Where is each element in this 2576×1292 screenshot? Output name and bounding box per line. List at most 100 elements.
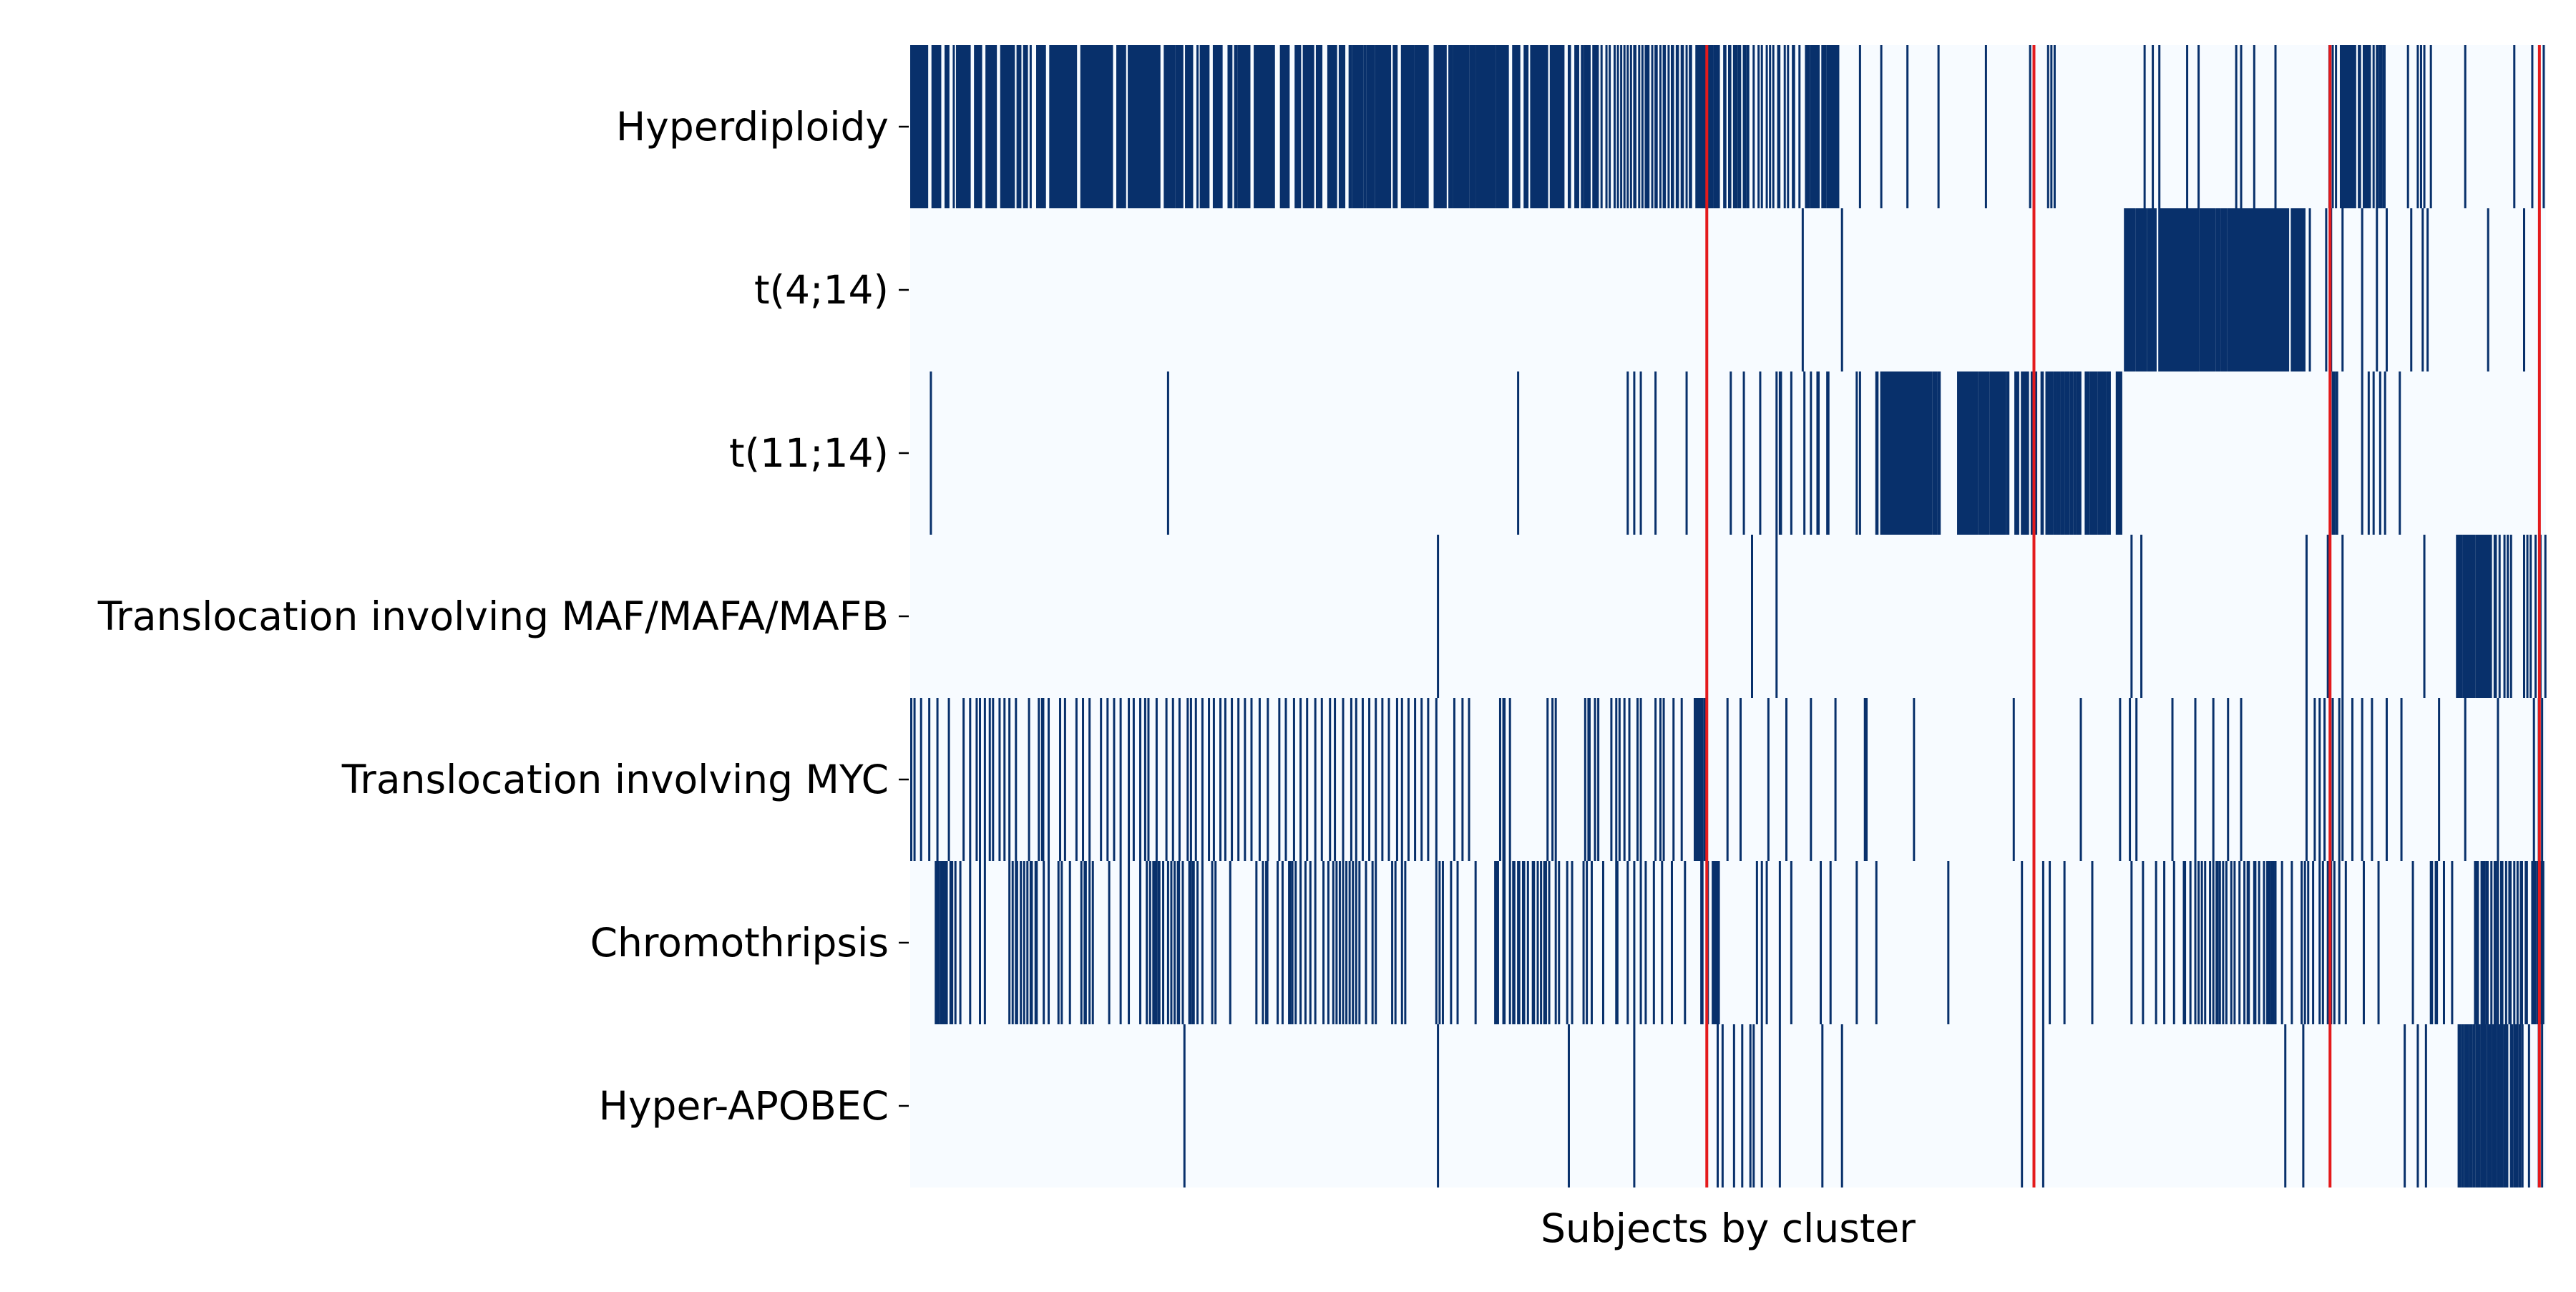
- heatmap-cell-row0-22: [1227, 45, 1233, 208]
- heatmap-cell-row6-24: [2469, 1024, 2473, 1187]
- heatmap-cell-row5-95: [1540, 861, 1543, 1024]
- heatmap-cell-row0-59: [1609, 45, 1611, 208]
- heatmap-cell-row1-11: [2308, 208, 2311, 371]
- heatmap-cell-row5-3: [949, 861, 952, 1024]
- heatmap-cell-row0-103: [1858, 45, 1861, 208]
- heatmap-cell-row4-41: [1194, 698, 1197, 861]
- heatmap-cell-row2-54: [2399, 371, 2401, 535]
- heatmap-cell-row0-76: [1675, 45, 1679, 208]
- heatmap-cell-row5-189: [2499, 861, 2504, 1024]
- heatmap-cell-row4-52: [1267, 698, 1269, 861]
- heatmap-cell-row6-5: [1721, 1024, 1724, 1187]
- heatmap-cell-row4-17: [1028, 698, 1030, 861]
- heatmap-cell-row0-36: [1366, 45, 1375, 208]
- heatmap-cell-row5-173: [2333, 861, 2336, 1024]
- heatmap-cell-row0-27: [1294, 45, 1297, 208]
- heatmap-cell-row4-121: [2212, 698, 2215, 861]
- heatmap-cell-row5-16: [1029, 861, 1033, 1024]
- heatmap-cell-row5-177: [2377, 861, 2380, 1024]
- heatmap-cell-row4-101: [1680, 698, 1683, 861]
- heatmap-cell-row3-16: [2509, 535, 2512, 698]
- heatmap-cell-row4-18: [1038, 698, 1040, 861]
- heatmap-cell-row2-47: [2331, 371, 2336, 535]
- heatmap-cell-row0-107: [1984, 45, 1987, 208]
- heatmap-cell-row0-62: [1620, 45, 1623, 208]
- heatmap-cell-row4-54: [1284, 698, 1287, 861]
- heatmap-cell-row0-20: [1199, 45, 1210, 208]
- heatmap-cell-row2-39: [2069, 371, 2074, 535]
- heatmap-cell-row2-7: [1685, 371, 1688, 535]
- heatmap-cell-row2-2: [1517, 371, 1520, 535]
- heatmap-cell-row3-1: [1751, 535, 1753, 698]
- heatmap-cell-row4-98: [1659, 698, 1662, 861]
- heatmap-cell-row5-175: [2344, 861, 2347, 1024]
- heatmap-cell-row0-74: [1667, 45, 1670, 208]
- heatmap-cell-row0-45: [1469, 45, 1476, 208]
- heatmap-cell-row2-37: [2060, 371, 2065, 535]
- heatmap-cell-row1-5: [2158, 208, 2200, 371]
- heatmap-cell-row5-56: [1294, 861, 1297, 1024]
- heatmap-cell-row3-18: [2526, 535, 2529, 698]
- heatmap-cell-row5-135: [2142, 861, 2145, 1024]
- heatmap-cell-row0-77: [1680, 45, 1684, 208]
- heatmap-cell-row3-5: [2305, 535, 2308, 698]
- heatmap-cell-row5-85: [1494, 861, 1497, 1024]
- heatmap-cell-row4-118: [2135, 698, 2138, 861]
- heatmap-cell-row0-0: [910, 45, 929, 208]
- heatmap-cell-row3-12: [2493, 535, 2497, 698]
- heatmap-cell-row4-88: [1594, 698, 1596, 861]
- heatmap-cell-row5-86: [1496, 861, 1499, 1024]
- heatmap-cell-row6-13: [1840, 1024, 1843, 1187]
- heatmap-cell-row5-101: [1566, 861, 1568, 1024]
- heatmap-cell-row0-84: [1732, 45, 1738, 208]
- heatmap-cell-row6-30: [2497, 1024, 2500, 1187]
- heatmap-cell-row4-105: [1726, 698, 1729, 861]
- heatmap-cell-row2-49: [2361, 371, 2363, 535]
- heatmap-cell-row4-125: [2313, 698, 2316, 861]
- heatmap-cell-row4-69: [1387, 698, 1390, 861]
- heatmap-cell-row0-125: [2358, 45, 2361, 208]
- heatmap-cell-row4-0: [910, 698, 912, 861]
- heatmap-cell-row4-3: [928, 698, 931, 861]
- heatmap-cell-row5-84: [1474, 861, 1477, 1024]
- heatmap-cell-row3-2: [1775, 535, 1778, 698]
- heatmap-cell-row0-88: [1752, 45, 1755, 208]
- heatmap-cell-row0-114: [2158, 45, 2161, 208]
- heatmap-cell-row5-169: [2318, 861, 2321, 1024]
- heatmap-cell-row0-56: [1592, 45, 1599, 208]
- heatmap-cell-row5-51: [1265, 861, 1269, 1024]
- heatmap-cell-row0-98: [1798, 45, 1801, 208]
- heatmap-cell-row2-51: [2372, 371, 2375, 535]
- heatmap-cell-row5-168: [2312, 861, 2315, 1024]
- heatmap-cell-row5-109: [1633, 861, 1636, 1024]
- heatmap-cell-row1-1: [1840, 208, 1843, 371]
- heatmap-cell-row0-130: [2382, 45, 2386, 208]
- heatmap-cell-row5-150: [2225, 861, 2228, 1024]
- heatmap-cell-row6-2: [1567, 1024, 1570, 1187]
- heatmap-cell-row5-43: [1191, 861, 1195, 1024]
- heatmap-cell-row0-23: [1234, 45, 1238, 208]
- heatmap-cell-row0-104: [1880, 45, 1883, 208]
- heatmap-cell-row6-27: [2480, 1024, 2487, 1187]
- heatmap-cell-row4-35: [1155, 698, 1158, 861]
- heatmap-cell-row3-8: [2423, 535, 2426, 698]
- heatmap-cell-row0-10: [1029, 45, 1032, 208]
- heatmap-cell-row0-15: [1128, 45, 1161, 208]
- heatmap-cell-row6-26: [2475, 1024, 2481, 1187]
- heatmap-cell-row5-132: [2063, 861, 2066, 1024]
- heatmap-cell-row5-197: [2536, 861, 2540, 1024]
- heatmap-cell-row0-21: [1212, 45, 1223, 208]
- heatmap-cell-row4-13: [998, 698, 1001, 861]
- heatmap-cell-row5-167: [2307, 861, 2310, 1024]
- heatmap-cell-row0-19: [1196, 45, 1199, 208]
- heatmap-cell-row5-60: [1314, 861, 1317, 1024]
- heatmap-cell-row3-10: [2462, 535, 2476, 698]
- heatmap-cell-row5-88: [1508, 861, 1511, 1024]
- heatmap-cell-row5-166: [2303, 861, 2306, 1024]
- heatmap-cell-row2-43: [2089, 371, 2098, 535]
- heatmap-cell-row5-104: [1586, 861, 1589, 1024]
- heatmap-cell-row4-26: [1100, 698, 1103, 861]
- heatmap-cell-row0-29: [1302, 45, 1314, 208]
- heatmap-cell-row5-116: [1700, 861, 1704, 1024]
